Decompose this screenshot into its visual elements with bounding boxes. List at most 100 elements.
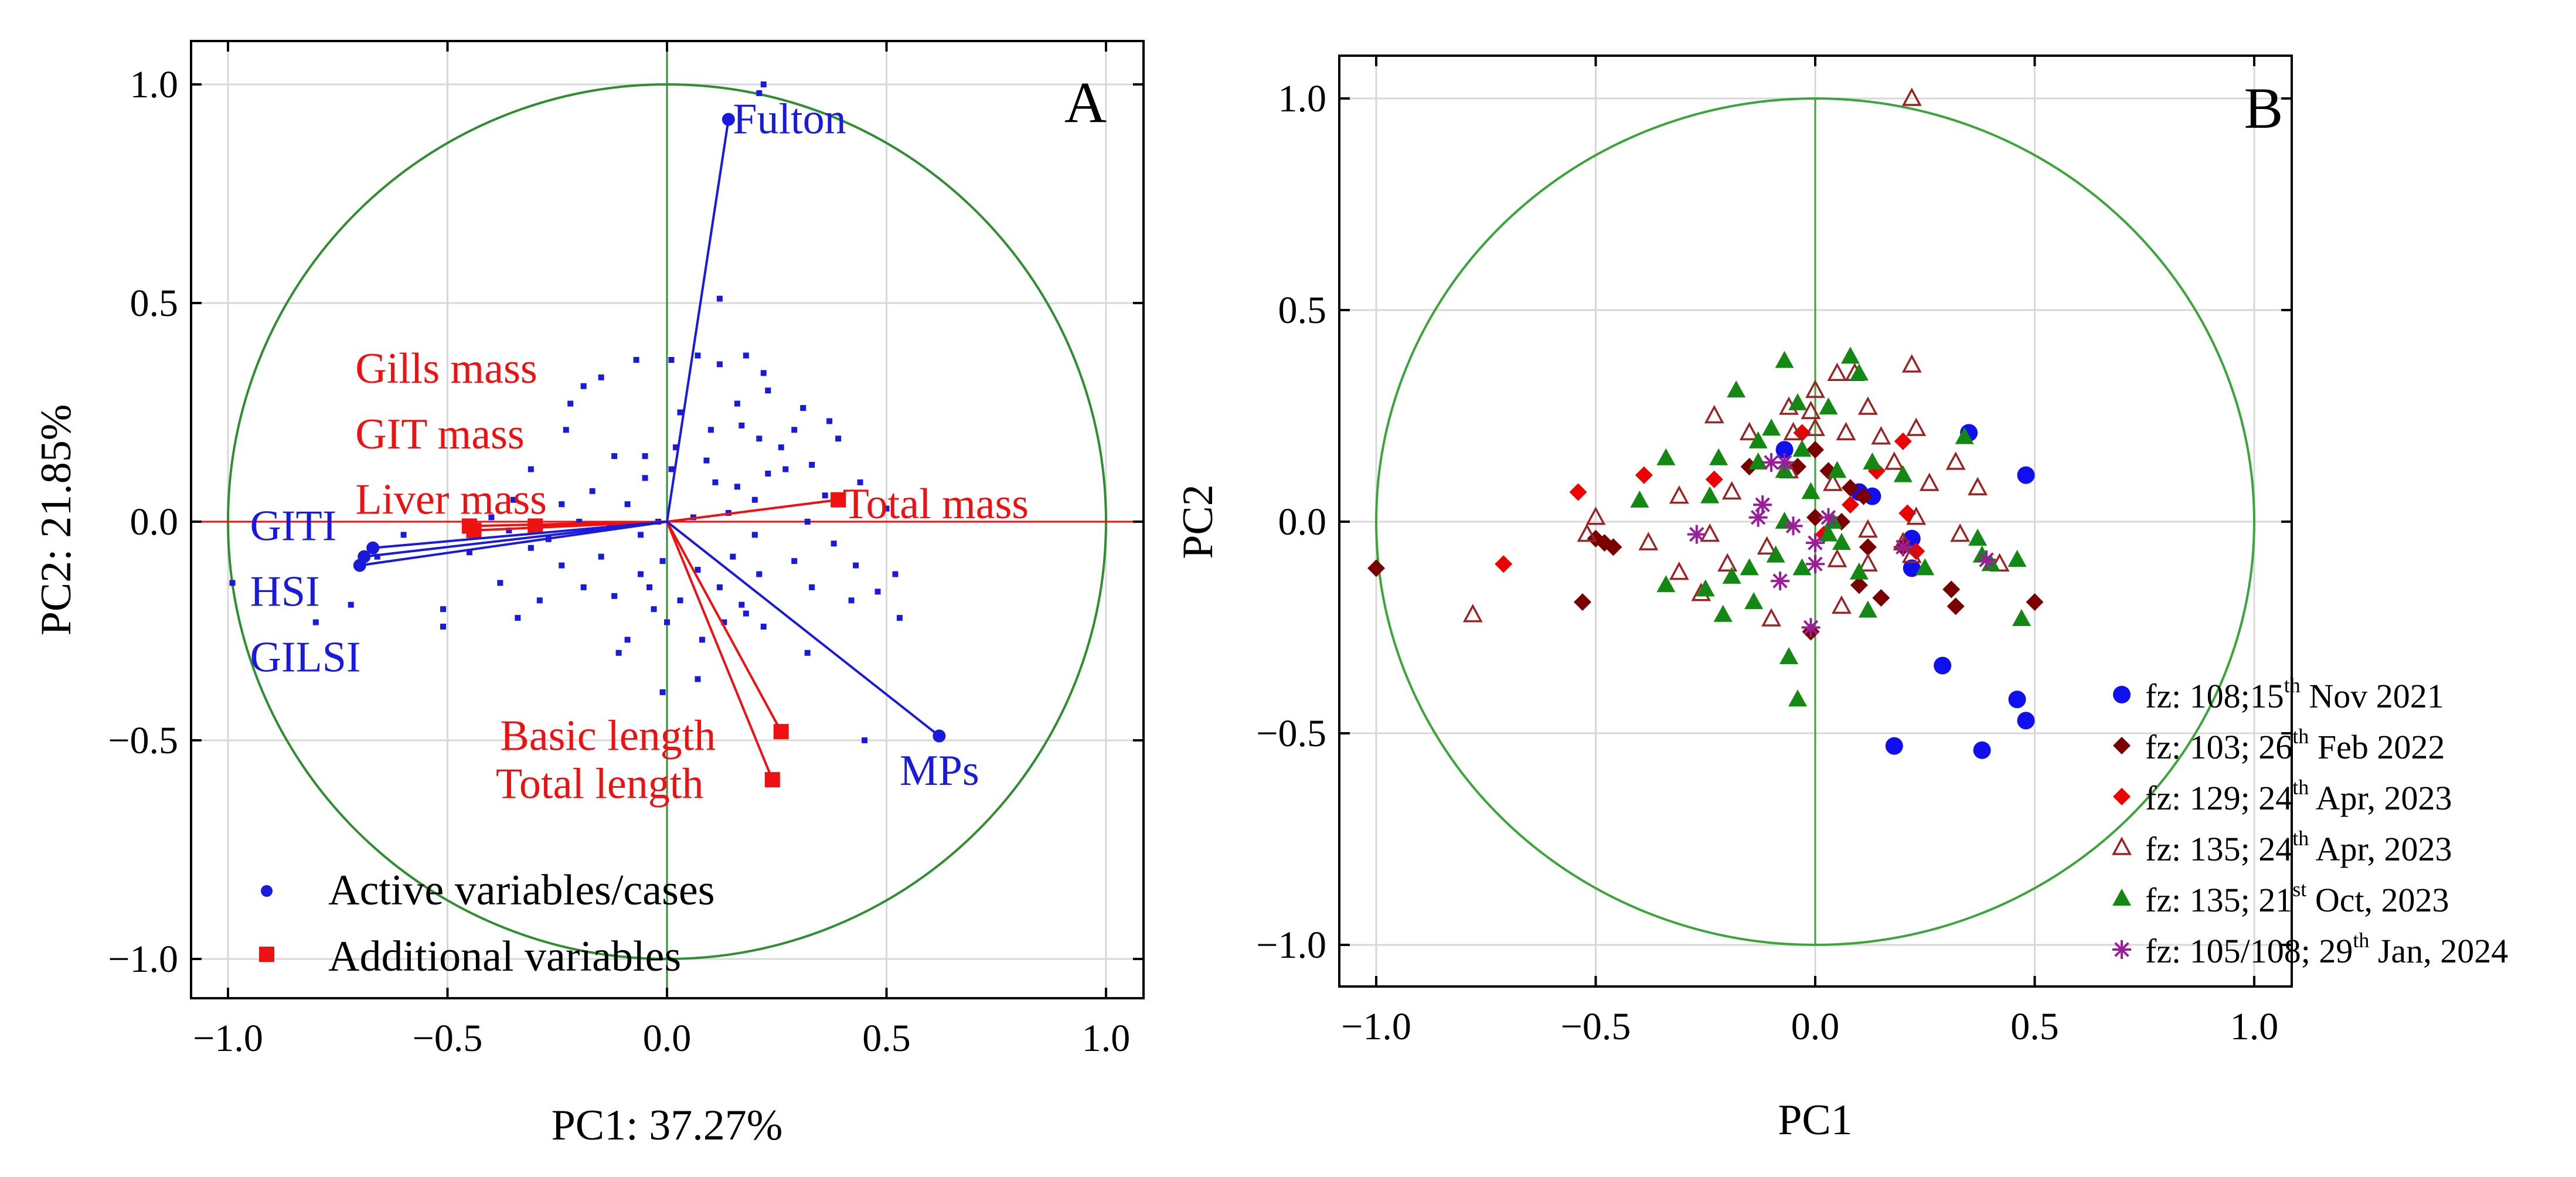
- case-point: [563, 427, 569, 433]
- panel-a-variable-labels: Fulton GITI HSI GILSI MPs Gills mass GIT mass L…: [250, 96, 1029, 808]
- case-point: [835, 436, 842, 442]
- score-point-triangle: [1792, 440, 1812, 457]
- panel-a-additional-vectors: [461, 492, 846, 788]
- score-point-triangle-open: [1884, 451, 1904, 470]
- y-tick-label: 0.0: [130, 501, 179, 543]
- legend-label-rest: Apr, 2023: [2309, 779, 2452, 817]
- legend-label-4: fz: 135; 24th Apr, 2023: [2145, 826, 2452, 868]
- score-point-triangle: [1801, 482, 1820, 499]
- score-point-asterisk-stroke: [1896, 539, 1911, 555]
- legend-label-3: fz: 129; 24th Apr, 2023: [2145, 775, 2452, 817]
- score-point-triangle-open: [1761, 608, 1782, 627]
- score-point-triangle-open: [1823, 472, 1843, 491]
- case-point: [638, 532, 644, 538]
- case-point: [348, 601, 354, 608]
- case-point: [751, 496, 758, 503]
- case-point: [536, 597, 543, 604]
- case-point: [589, 488, 595, 494]
- active-vector-gilsi: [359, 521, 668, 567]
- case-point: [440, 624, 447, 630]
- case-point: [896, 615, 903, 621]
- x-tick-label: −0.5: [1561, 1005, 1631, 1048]
- score-point-diamond: [1604, 538, 1622, 556]
- y-tick-label: 0.5: [130, 282, 179, 325]
- score-point-triangle: [1955, 427, 1974, 444]
- case-point: [559, 501, 565, 508]
- additional-vector-total-length: [666, 521, 774, 780]
- score-point-triangle-open: [1968, 477, 1988, 495]
- case-point: [862, 737, 868, 743]
- score-point-asterisk: [1748, 508, 1768, 527]
- legend-additional-label: Additional variables: [328, 933, 681, 981]
- case-point: [707, 427, 714, 433]
- case-point: [782, 466, 789, 472]
- legend-marker-3: [2113, 788, 2131, 805]
- score-point-asterisk: [1687, 525, 1706, 544]
- score-point-asterisk: [1801, 618, 1820, 637]
- case-point: [624, 501, 631, 508]
- active-label-fulton: Fulton: [733, 96, 846, 144]
- case-point: [651, 606, 657, 613]
- active-label-giti: GITI: [250, 502, 336, 550]
- case-point: [756, 436, 763, 442]
- panel-a-active-vectors: [353, 113, 946, 743]
- legend-label-1: fz: 108;15th Nov 2021: [2145, 673, 2444, 715]
- legend-marker-1: [2113, 686, 2131, 703]
- score-point-asterisk-stroke: [1808, 556, 1823, 572]
- y-tick-label: −1.0: [1256, 924, 1326, 967]
- legend-label-rest: Nov 2021: [2301, 677, 2444, 715]
- score-point-triangle-open: [1638, 532, 1659, 550]
- legend-label-superscript: st: [2292, 877, 2306, 901]
- case-point: [751, 532, 758, 538]
- case-point: [716, 584, 723, 590]
- case-point: [883, 505, 890, 512]
- score-point-asterisk: [1771, 572, 1790, 591]
- score-point-triangle: [1779, 647, 1799, 665]
- case-point: [580, 383, 587, 389]
- score-point-triangle: [1849, 562, 1869, 580]
- case-point: [229, 580, 236, 586]
- case-point: [466, 549, 472, 556]
- legend-label-6: fz: 105/108; 29th Jan, 2024: [2145, 928, 2508, 970]
- score-point-triangle-open: [1901, 545, 1922, 563]
- legend-label-main: fz: 103; 26: [2145, 728, 2292, 766]
- score-point-triangle-open: [1462, 604, 1483, 622]
- legend-label-5: fz: 135; 21st Oct, 2023: [2145, 877, 2449, 919]
- score-point-triangle: [1656, 575, 1676, 593]
- case-point: [528, 545, 534, 551]
- active-label-gilsi: GILSI: [250, 633, 360, 681]
- score-point-triangle-open: [1827, 362, 1847, 382]
- panel-a-letter: A: [1064, 70, 1107, 135]
- legend-label-superscript: th: [2284, 673, 2301, 697]
- legend-label-main: fz: 135; 21: [2145, 881, 2292, 919]
- score-point-asterisk-stroke: [1755, 497, 1770, 512]
- score-point-triangle-open: [1836, 421, 1856, 441]
- case-point: [721, 619, 727, 625]
- case-point: [695, 567, 701, 573]
- case-point: [664, 619, 670, 625]
- y-tick-label: −0.5: [108, 719, 178, 762]
- case-point: [677, 597, 683, 604]
- x-tick-label: 1.0: [2230, 1005, 2279, 1048]
- case-point: [739, 422, 745, 428]
- case-point: [506, 527, 512, 533]
- case-point: [576, 519, 583, 525]
- active-vector-giti: [372, 521, 668, 549]
- case-point: [809, 462, 815, 468]
- legend-label-rest: Jan, 2024: [2369, 932, 2508, 970]
- score-point-diamond: [1854, 487, 1873, 505]
- panel-b-y-axis-title: PC2: [1174, 484, 1222, 559]
- additional-vector-gills-mass: [469, 521, 668, 528]
- case-point: [638, 571, 644, 577]
- case-point: [778, 444, 784, 451]
- legend-active-label: Active variables/cases: [328, 866, 715, 914]
- case-point: [703, 457, 710, 464]
- active-vector-fulton: [666, 119, 730, 522]
- case-point: [672, 444, 679, 451]
- score-point-asterisk: [1753, 495, 1772, 515]
- case-point: [730, 553, 736, 560]
- panel-a-legend: Active variables/cases Additional variab…: [259, 866, 715, 981]
- case-point: [611, 593, 618, 599]
- x-tick-label: 0.5: [2010, 1005, 2059, 1048]
